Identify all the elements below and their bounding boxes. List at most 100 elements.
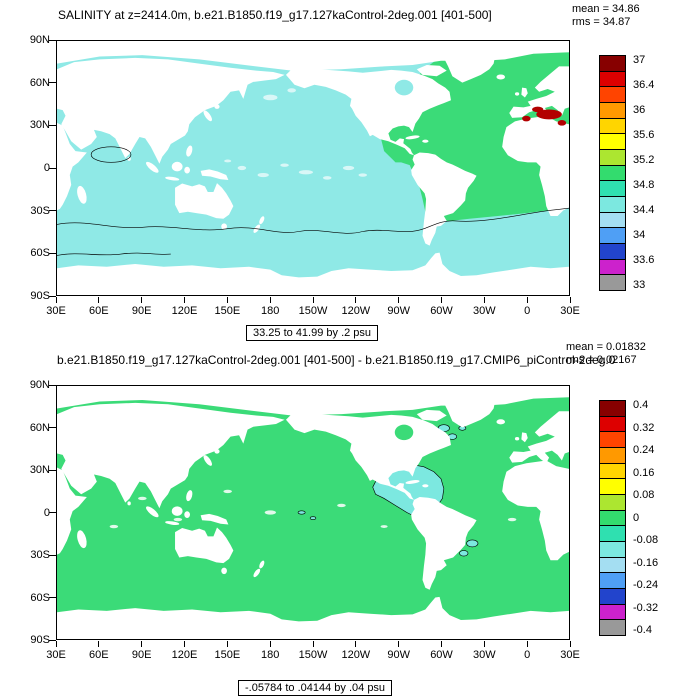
y-tick-mark [49, 82, 56, 84]
x-tick-mark [184, 641, 185, 647]
colorbar-tick-label: 35.6 [633, 129, 655, 141]
colorbar-cell [599, 180, 626, 197]
colorbar-cell [599, 509, 626, 527]
colorbar-tick-label: 34 [633, 229, 646, 241]
colorbar-cell [599, 525, 626, 542]
x-tick-mark [526, 641, 528, 647]
hispaniola [422, 139, 429, 143]
circumpolar-contour [57, 207, 569, 234]
colorbar-tick-label: 36.4 [633, 79, 655, 91]
argentina-anomaly [459, 550, 469, 557]
x-tick-label: 0 [524, 305, 531, 317]
baffin-island [416, 64, 447, 77]
x-tick-label: 30E [46, 649, 66, 661]
x-tick-label: 120W [341, 649, 371, 661]
y-tick-mark [49, 554, 56, 556]
brazil-anomaly [466, 539, 479, 548]
x-tick-label: 150E [214, 305, 241, 317]
x-tick-mark [226, 641, 228, 647]
x-tick-label: 150W [298, 649, 328, 661]
y-tick-label: 90N [29, 34, 50, 46]
colorbar-tick-label: 0.4 [633, 399, 649, 411]
y-tick-label: 60N [29, 76, 50, 89]
colorbar-cell [599, 588, 626, 605]
cuba [405, 135, 420, 140]
new-guinea [200, 169, 229, 180]
antarctica [57, 252, 569, 295]
colorbar-tick-label: 36 [633, 104, 646, 116]
y-tick-label: 60S [30, 591, 50, 604]
y-tick-label: 0 [43, 162, 50, 174]
x-tick-mark [483, 641, 485, 647]
africa-east [57, 122, 87, 211]
x-tick-mark [569, 641, 571, 647]
y-tick-mark [49, 639, 56, 641]
colorbar-tick-label: -0.32 [633, 601, 659, 614]
top-salinity-map [57, 41, 569, 295]
africa-west [502, 115, 569, 216]
x-tick-label: 120W [341, 305, 371, 317]
colorbar-tick-label: 33 [633, 279, 646, 291]
colorbar-tick-label: 0.24 [633, 444, 655, 456]
colorbar-tick-label: -0.24 [633, 579, 659, 591]
x-tick-mark [569, 297, 571, 303]
colorbar-cell [599, 164, 626, 182]
x-tick-mark [441, 297, 442, 303]
x-tick-label: 150E [214, 649, 241, 661]
colorbar-tick-label: -0.16 [633, 556, 659, 569]
y-tick-mark [49, 39, 56, 41]
colorbar-cell [599, 447, 626, 464]
colorbar-tick-label: 33.6 [633, 254, 655, 266]
bottom-range-label: -.05784 to .04144 by .04 psu [238, 680, 393, 696]
greenland [443, 50, 496, 83]
y-tick-mark [49, 210, 56, 212]
colorbar-cell [599, 102, 626, 119]
x-tick-mark [55, 297, 57, 303]
eq-pacific-anomaly-1 [297, 510, 306, 515]
colorbar-tick-label: 35.2 [633, 154, 655, 166]
isohaline-contours [57, 146, 569, 256]
x-tick-label: 30E [46, 305, 66, 317]
philippines [186, 145, 193, 157]
colorbar-tick-label: -0.4 [633, 624, 652, 636]
colorbar-cell [599, 541, 626, 558]
x-tick-label: 120E [171, 305, 198, 317]
x-tick-mark [312, 297, 314, 303]
hudson-bay [394, 79, 414, 96]
colorbar-cell [599, 400, 626, 417]
y-tick-label: 30N [29, 119, 50, 132]
y-tick-mark [49, 295, 56, 297]
bottom-plot-mean: mean = 0.01832 [566, 341, 646, 353]
colorbar-cell [599, 117, 626, 135]
x-tick-mark [398, 297, 400, 303]
colorbar-cell [599, 274, 626, 291]
x-tick-mark [398, 641, 400, 647]
australia [175, 183, 234, 219]
y-tick-mark [49, 252, 56, 254]
tasmania [221, 223, 227, 230]
colorbar-cell [599, 243, 626, 260]
x-tick-mark [226, 297, 228, 303]
colorbar-cell [599, 196, 626, 213]
x-tick-label: 150W [298, 305, 328, 317]
colorbar-cell [599, 462, 626, 480]
arabian-sea-contour [90, 146, 132, 163]
europe [509, 66, 569, 119]
bottom-difference-map [57, 386, 569, 639]
colorbar-cell [599, 211, 626, 229]
bottom-plot-title: b.e21.B1850.f19_g17.127kaControl-2deg.00… [57, 353, 616, 367]
borneo [171, 161, 183, 172]
iceland [496, 74, 505, 80]
top-map-frame [56, 40, 570, 296]
x-tick-label: 30E [560, 305, 580, 317]
colorbar-cell [599, 258, 626, 276]
top-plot-mean: mean = 34.86 [572, 3, 640, 15]
colorbar-cell [599, 494, 626, 511]
y-tick-label: 90S [30, 290, 50, 302]
x-tick-mark [141, 297, 143, 303]
colorbar-cell [599, 619, 626, 636]
x-tick-mark [441, 641, 442, 647]
colorbar-cell [599, 572, 626, 589]
hudson-bay-bottom [394, 424, 414, 441]
